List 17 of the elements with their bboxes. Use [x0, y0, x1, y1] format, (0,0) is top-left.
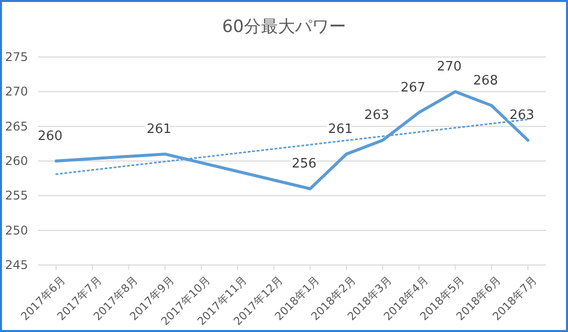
y-tick-label: 265: [5, 119, 28, 134]
data-label: 267: [400, 80, 426, 96]
y-tick-label: 250: [5, 223, 28, 238]
data-label: 261: [328, 122, 353, 138]
data-label: 260: [38, 129, 63, 144]
y-tick-label: 255: [5, 188, 28, 203]
y-tick-label: 275: [5, 50, 28, 64]
data-label: 261: [146, 122, 172, 138]
y-tick-label: 260: [5, 154, 28, 168]
data-label: 270: [436, 60, 462, 75]
y-tick-label: 270: [5, 84, 28, 99]
data-label: 263: [509, 108, 534, 124]
y-tick-label: 245: [5, 258, 28, 272]
chart-title: 60分最大パワー: [222, 17, 346, 37]
data-label: 263: [364, 108, 390, 124]
data-label: 256: [292, 156, 317, 172]
data-label: 268: [473, 74, 498, 89]
